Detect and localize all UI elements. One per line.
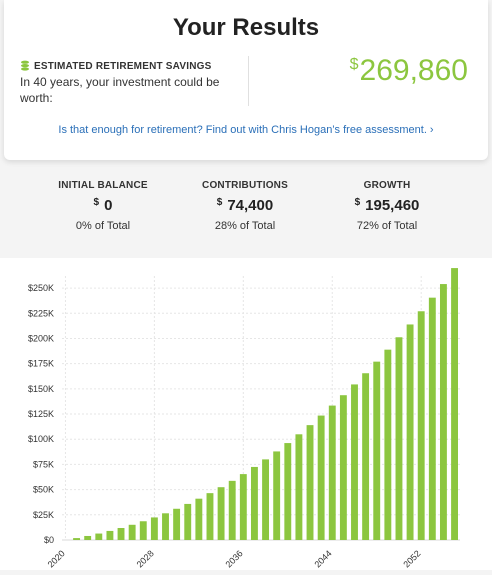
- stat-currency: $: [93, 197, 100, 208]
- chart-bar: [95, 533, 103, 540]
- chart-bar: [184, 503, 192, 540]
- chart-bar: [239, 474, 247, 540]
- y-tick-label: $25K: [33, 510, 54, 520]
- y-tick-label: $125K: [28, 409, 54, 419]
- stat-amount: 0: [104, 197, 113, 214]
- stat-growth: GROWTH $ 195,460 72% of Total: [312, 180, 462, 232]
- stat-value: $ 0: [28, 197, 178, 214]
- stat-heading: INITIAL BALANCE: [58, 180, 148, 191]
- y-tick-label: $75K: [33, 459, 54, 469]
- y-tick-label: $200K: [28, 333, 54, 343]
- stat-value: $ 195,460: [312, 197, 462, 214]
- chart-bar: [84, 535, 92, 540]
- y-tick-label: $225K: [28, 308, 54, 318]
- stats-row: INITIAL BALANCE $ 0 0% of Total CONTRIBU…: [0, 170, 492, 250]
- chart-bar: [162, 513, 169, 540]
- chart-bar: [250, 466, 258, 540]
- chart-bar: [128, 524, 136, 540]
- chart-bar: [406, 324, 414, 540]
- y-tick-label: $250K: [28, 283, 54, 293]
- stat-currency: $: [216, 197, 223, 208]
- chart-bar: [295, 434, 303, 540]
- x-tick-label: 2028: [135, 548, 156, 569]
- chart-bar: [273, 451, 281, 540]
- stat-percent: 0% of Total: [75, 220, 131, 232]
- chart-bar: [339, 395, 347, 540]
- chart-bar: [262, 459, 270, 540]
- savings-label: ESTIMATED RETIREMENT SAVINGS: [34, 60, 212, 72]
- stat-percent: 72% of Total: [356, 220, 418, 232]
- chart-bar: [284, 443, 292, 540]
- chart-bar: [173, 508, 181, 540]
- chart-bar: [373, 361, 381, 540]
- chart-bar: [195, 498, 203, 540]
- stat-value: $ 74,400: [170, 197, 320, 214]
- chart-bar: [428, 297, 436, 540]
- stat-contributions: CONTRIBUTIONS $ 74,400 28% of Total: [170, 180, 320, 232]
- stat-amount: 195,460: [365, 197, 420, 214]
- chart-bar: [206, 493, 214, 540]
- assessment-link[interactable]: Is that enough for retirement? Find out …: [58, 124, 434, 136]
- chart-bar: [106, 530, 114, 540]
- x-tick-label: 2020: [46, 548, 67, 569]
- chart-bar: [317, 415, 325, 540]
- coins-icon: [21, 60, 29, 71]
- stat-percent: 28% of Total: [214, 220, 276, 232]
- estimated-amount: $ 269,860: [350, 54, 468, 88]
- results-card: Your Results ESTIMATED RETIREMENT SAVING…: [4, 0, 488, 160]
- x-tick-label: 2052: [401, 548, 422, 569]
- amount-value: 269,860: [359, 54, 468, 87]
- savings-description: In 40 years, your investment could be wo…: [20, 75, 220, 105]
- savings-label-row: ESTIMATED RETIREMENT SAVINGS: [20, 60, 211, 72]
- chart-bar: [351, 384, 358, 540]
- y-tick-label: $0: [44, 535, 54, 545]
- chart-bar: [228, 480, 236, 540]
- divider: [248, 56, 249, 106]
- growth-chart-svg: $0 $25K $50K $75K $100K $125K $150K $175K $200K $…: [28, 268, 492, 570]
- chart-bar: [139, 521, 147, 540]
- chart-bar: [417, 311, 425, 540]
- chart-bar: [328, 405, 336, 540]
- stat-heading: GROWTH: [363, 180, 411, 191]
- y-tick-label: $100K: [28, 434, 54, 444]
- chart-bar: [117, 528, 125, 540]
- chart-bar: [439, 284, 447, 540]
- chart-bar: [395, 337, 403, 540]
- growth-chart: $0 $25K $50K $75K $100K $125K $150K $175K $200K $…: [0, 258, 492, 570]
- chart-bar: [306, 425, 314, 540]
- chart-bar: [362, 373, 370, 540]
- currency-symbol: $: [349, 56, 359, 73]
- y-tick-label: $175K: [28, 359, 54, 369]
- y-tick-label: $150K: [28, 384, 54, 394]
- chart-bar: [451, 268, 458, 540]
- x-tick-label: 2044: [312, 548, 333, 569]
- chart-bar: [217, 487, 225, 540]
- stat-heading: CONTRIBUTIONS: [202, 180, 288, 191]
- page-title: Your Results: [172, 14, 320, 41]
- chart-bar: [73, 538, 81, 540]
- stat-amount: 74,400: [227, 197, 274, 214]
- x-tick-label: 2036: [224, 548, 245, 569]
- y-tick-label: $50K: [33, 485, 54, 495]
- chart-bar: [384, 349, 392, 540]
- stat-initial-balance: INITIAL BALANCE $ 0 0% of Total: [28, 180, 178, 232]
- chart-bar: [150, 517, 158, 540]
- stat-currency: $: [354, 197, 361, 208]
